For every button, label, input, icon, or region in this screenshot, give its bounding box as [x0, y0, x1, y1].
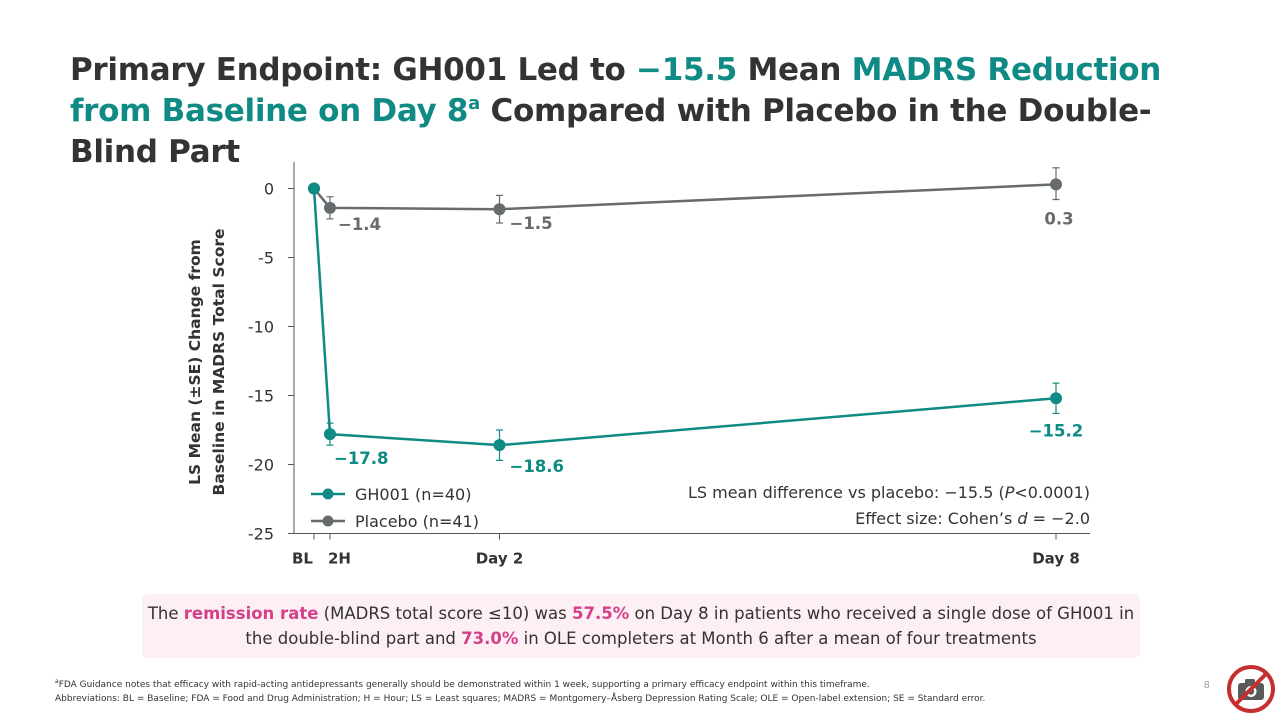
series-gh001: −17.8 −18.6 −15.2 — [308, 182, 1084, 476]
slide-title: Primary Endpoint: GH001 Led to −15.5 Mea… — [70, 50, 1210, 173]
data-point — [324, 201, 336, 214]
title-part3: Mean — [737, 52, 852, 88]
data-label: −15.2 — [1029, 421, 1084, 440]
y-tick-label: -20 — [248, 456, 274, 475]
chart-legend: GH001 (n=40) Placebo (n=41) — [311, 485, 479, 531]
data-point — [1050, 178, 1062, 191]
data-point — [324, 428, 336, 441]
title-highlight: MADRS Reduction from Baseline on Day 8 — [70, 52, 1162, 129]
y-tick-label: -25 — [248, 525, 274, 544]
legend-label: GH001 (n=40) — [355, 485, 471, 504]
title-superscript: a — [468, 93, 481, 114]
callout-text-5: on Day 8 in patients who received a sing… — [245, 604, 1135, 648]
legend-label: Placebo (n=41) — [355, 512, 479, 531]
x-tick-label: BL — [292, 550, 313, 568]
series-line — [312, 188, 1057, 447]
annotation-effect-size: Effect size: Cohen’s d = −2.0 — [855, 509, 1090, 528]
y-tick-label: 0 — [264, 180, 274, 199]
data-label: −1.4 — [338, 215, 381, 234]
abbreviations: Abbreviations: BL = Baseline; FDA = Food… — [55, 694, 986, 704]
data-point — [308, 182, 320, 195]
footnote-marker: a — [55, 678, 59, 685]
series-placebo: −1.4 −1.5 0.3 — [308, 167, 1074, 234]
footnote-a-text: FDA Guidance notes that efficacy with ra… — [58, 680, 870, 690]
chart-axes: 0 -5 -10 -15 -20 -25 BL 2H Day 2 Day 8 LS Mean (±S… — [186, 162, 1090, 568]
chart-series: −1.4 −1.5 0.3 −17.8 −18.6 −15.2 — [308, 167, 1084, 476]
line-chart: 0 -5 -10 -15 -20 -25 BL 2H Day 2 Day 8 LS Mean (±S… — [186, 162, 1090, 568]
callout-text-1: The — [147, 604, 184, 623]
data-point — [493, 439, 506, 452]
footnote-a: aFDA Guidance notes that efficacy with r… — [55, 675, 1175, 692]
callout-remission-rate: remission rate — [183, 604, 319, 623]
title-part1: Primary Endpoint: GH001 Led to — [70, 52, 637, 88]
callout-day8-value: 57.5% — [572, 604, 630, 623]
annotation-difference: LS mean difference vs placebo: −15.5 (P<… — [688, 483, 1090, 502]
chart-annotation: LS mean difference vs placebo: −15.5 (P<… — [688, 483, 1090, 528]
data-label: −18.6 — [510, 457, 565, 476]
y-tick-label: -10 — [248, 318, 274, 337]
data-point — [493, 203, 506, 216]
data-point — [1050, 392, 1062, 405]
series-line — [313, 183, 1057, 211]
callout-text-3: (MADRS total score ≤10) was — [318, 604, 573, 623]
x-tick-label: Day 2 — [476, 550, 524, 568]
title-reduction-value: −15.5 — [636, 52, 738, 88]
callout-ole-value: 73.0% — [461, 629, 519, 648]
y-tick-label: -15 — [248, 387, 274, 406]
x-tick-label: 2H — [328, 550, 351, 568]
data-label: 0.3 — [1044, 209, 1073, 228]
legend-marker — [322, 515, 334, 527]
y-tick-label: -5 — [258, 249, 274, 268]
remission-callout: The remission rate (MADRS total score ≤1… — [142, 594, 1140, 658]
y-axis-title-line1: LS Mean (±SE) Change from — [186, 239, 204, 485]
page-number: 8 — [1204, 680, 1210, 691]
footnotes: aFDA Guidance notes that efficacy with r… — [55, 675, 1175, 706]
title-part5: Compared with Placebo in the Double-Blin… — [70, 93, 1152, 170]
data-label: −1.5 — [510, 214, 553, 233]
x-tick-label: Day 8 — [1032, 550, 1080, 568]
legend-marker — [322, 488, 334, 500]
data-label: −17.8 — [334, 449, 389, 468]
y-axis-title-line2: Baseline in MADRS Total Score — [210, 228, 228, 495]
no-camera-icon — [1227, 665, 1275, 713]
callout-text-7: in OLE completers at Month 6 after a mea… — [518, 629, 1037, 648]
